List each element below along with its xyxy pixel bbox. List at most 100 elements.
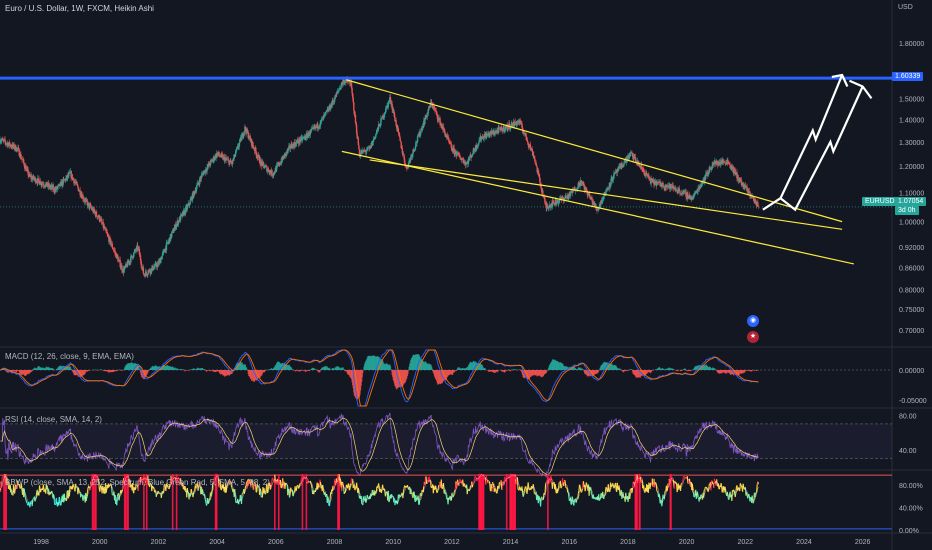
candle-body xyxy=(90,205,92,208)
candle-body xyxy=(109,237,111,239)
candle-body xyxy=(734,169,736,175)
candle-body xyxy=(555,203,558,205)
candle-body xyxy=(603,196,605,198)
bbwp-segment xyxy=(348,483,350,491)
candle-body xyxy=(96,215,98,218)
bbwp-segment xyxy=(285,482,288,485)
candle-body xyxy=(395,120,397,126)
bbwp-segment xyxy=(24,493,26,498)
bbwp-segment xyxy=(334,479,336,482)
candle-body xyxy=(723,160,725,162)
macd-histogram-bar xyxy=(746,370,748,371)
candle-body xyxy=(46,186,49,187)
candle-body xyxy=(609,182,611,187)
candle-body xyxy=(186,206,189,210)
candle-body xyxy=(167,242,169,244)
candle-body xyxy=(222,156,225,160)
candle-body xyxy=(583,185,585,187)
candle-body xyxy=(430,101,433,105)
macd-histogram-bar xyxy=(188,370,191,371)
candle-body xyxy=(402,153,404,155)
candle-body xyxy=(125,263,128,265)
candle-body xyxy=(491,130,493,134)
candle-body xyxy=(169,234,172,242)
macd-histogram-bar xyxy=(296,370,298,371)
candle-body xyxy=(132,257,134,259)
bbwp-segment xyxy=(203,494,206,498)
macd-histogram-bar xyxy=(484,368,486,370)
candle-body xyxy=(78,190,80,192)
candle-body xyxy=(629,153,631,157)
candle-body xyxy=(239,139,241,144)
bbwp-segment xyxy=(211,490,213,492)
bbwp-segment xyxy=(259,488,262,492)
candle-body xyxy=(271,170,273,176)
candle-body xyxy=(77,185,79,188)
bbwp-segment xyxy=(347,483,349,488)
candle-body xyxy=(714,161,717,165)
candle-body xyxy=(308,132,310,136)
time-tick-label: 2008 xyxy=(327,539,343,546)
candle-body xyxy=(146,273,148,275)
candle-body xyxy=(442,126,445,130)
bbwp-segment xyxy=(384,492,387,497)
candle-body xyxy=(355,124,358,134)
candle-body xyxy=(241,133,244,138)
bbwp-segment xyxy=(53,499,56,505)
bbwp-segment xyxy=(288,494,291,498)
bbwp-segment xyxy=(53,494,55,501)
macd-histogram-bar xyxy=(407,370,409,374)
candle-body xyxy=(118,259,121,261)
candle-body xyxy=(190,199,192,201)
candle-body xyxy=(516,123,518,126)
macd-histogram-bar xyxy=(319,370,321,373)
candle-body xyxy=(514,121,516,124)
bbwp-segment xyxy=(73,487,76,490)
candle-body xyxy=(737,174,739,181)
candle-body xyxy=(682,191,684,194)
candle-body xyxy=(706,173,709,177)
candle-body xyxy=(76,181,78,184)
candle-body xyxy=(351,93,354,98)
candle-body xyxy=(604,195,607,196)
candle-body xyxy=(142,266,144,268)
candle-body xyxy=(623,161,626,163)
candle-body xyxy=(266,166,268,172)
candle-body xyxy=(243,132,245,137)
time-tick-label: 2016 xyxy=(561,539,577,546)
candle-body xyxy=(234,154,237,157)
bbwp-segment xyxy=(379,488,382,492)
candle-body xyxy=(82,195,84,200)
candle-body xyxy=(376,128,379,131)
candle-body xyxy=(697,187,700,189)
candle-body xyxy=(427,110,429,114)
candle-body xyxy=(288,146,290,149)
bbwp-extreme-high-bar xyxy=(274,474,276,530)
candle-body xyxy=(134,249,137,251)
candle-body xyxy=(448,140,450,142)
bbwp-segment xyxy=(404,485,406,487)
candle-body xyxy=(679,193,682,195)
candle-body xyxy=(482,138,485,140)
candle-body xyxy=(154,263,156,267)
candle-body xyxy=(103,226,106,229)
bbwp-segment xyxy=(58,497,60,506)
macd-histogram-bar xyxy=(31,370,33,372)
candle-body xyxy=(0,141,2,143)
macd-histogram-bar xyxy=(497,370,499,373)
candle-body xyxy=(741,183,744,185)
candle-body xyxy=(384,111,387,114)
candle-body xyxy=(561,196,564,198)
candle-body xyxy=(680,193,682,195)
candle-body xyxy=(371,140,374,146)
bbwp-segment xyxy=(144,476,147,481)
bbwp-segment xyxy=(24,497,27,500)
bbwp-segment xyxy=(16,480,19,484)
candle-body xyxy=(557,201,560,203)
macd-histogram-bar xyxy=(264,370,266,372)
candle-body xyxy=(477,143,480,145)
bbwp-extreme-high-bar xyxy=(91,474,94,530)
candle-body xyxy=(44,186,46,188)
macd-histogram-bar xyxy=(361,370,363,378)
